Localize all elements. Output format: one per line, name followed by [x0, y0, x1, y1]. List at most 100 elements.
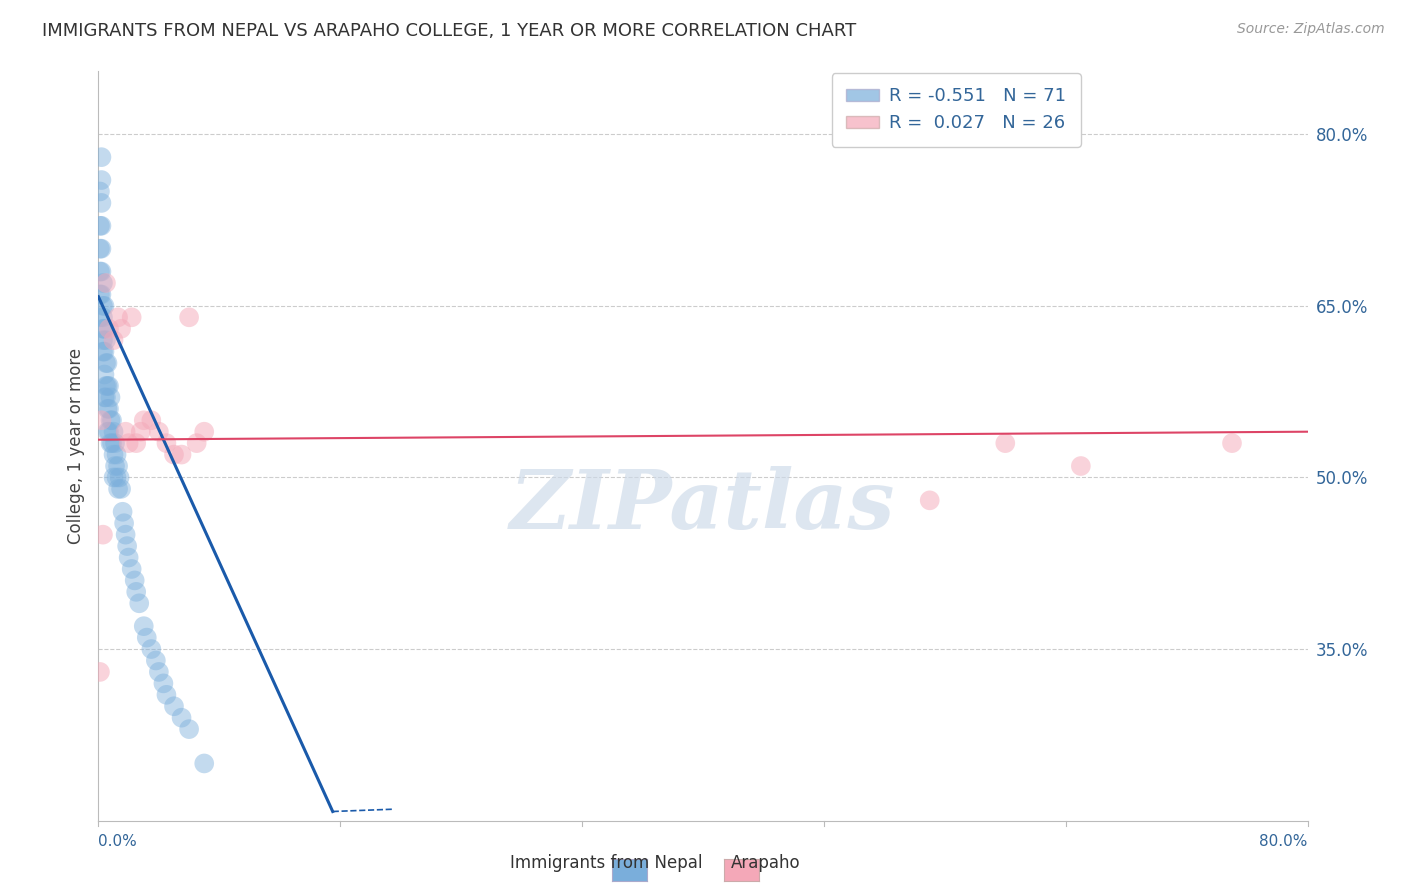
Point: [100, 390, 122, 404]
Point: [90, 264, 112, 278]
Point: [98, 379, 121, 393]
Point: [121, 310, 143, 325]
Point: [103, 448, 125, 462]
Point: [94, 356, 117, 370]
Legend: R = -0.551   N = 71, R =  0.027   N = 26: R = -0.551 N = 71, R = 0.027 N = 26: [832, 73, 1081, 147]
Point: [91, 344, 114, 359]
Point: [89, 287, 111, 301]
Point: [152, 676, 174, 690]
Point: [145, 653, 167, 667]
Point: [125, 585, 148, 599]
Point: [111, 505, 134, 519]
Point: [90, 150, 112, 164]
Point: [118, 436, 141, 450]
Point: [98, 425, 121, 439]
Text: ZIPatlas: ZIPatlas: [510, 466, 896, 546]
Point: [89, 242, 111, 256]
Point: [155, 436, 177, 450]
Point: [107, 482, 129, 496]
Point: [94, 333, 117, 347]
Text: 0.0%: 0.0%: [98, 834, 138, 849]
Point: [89, 264, 111, 278]
Point: [155, 688, 177, 702]
Point: [179, 722, 201, 736]
Point: [90, 173, 112, 187]
Point: [108, 470, 131, 484]
Point: [112, 516, 135, 531]
Point: [1070, 458, 1092, 473]
Point: [91, 299, 114, 313]
Point: [96, 401, 118, 416]
Point: [114, 527, 136, 541]
Point: [90, 195, 112, 210]
Point: [107, 458, 129, 473]
Point: [98, 322, 121, 336]
Point: [110, 482, 132, 496]
Point: [100, 413, 122, 427]
Point: [101, 413, 124, 427]
Text: Immigrants from Nepal: Immigrants from Nepal: [510, 855, 703, 872]
Point: [96, 356, 118, 370]
Point: [91, 276, 114, 290]
Point: [170, 711, 193, 725]
Point: [148, 425, 170, 439]
Point: [93, 390, 115, 404]
Point: [103, 333, 125, 347]
Point: [128, 596, 150, 610]
Point: [163, 448, 186, 462]
Point: [101, 436, 124, 450]
Point: [89, 185, 111, 199]
Point: [132, 619, 155, 633]
Point: [115, 539, 138, 553]
Point: [91, 310, 114, 325]
Point: [93, 322, 115, 336]
Point: [179, 310, 201, 325]
Point: [170, 448, 193, 462]
Point: [105, 448, 128, 462]
Point: [103, 425, 125, 439]
Point: [103, 470, 125, 484]
Point: [105, 470, 128, 484]
Point: [90, 219, 112, 233]
Point: [132, 413, 155, 427]
Point: [93, 344, 115, 359]
Point: [98, 401, 121, 416]
Point: [1220, 436, 1243, 450]
Point: [91, 322, 114, 336]
Text: Source: ZipAtlas.com: Source: ZipAtlas.com: [1237, 22, 1385, 37]
Point: [118, 550, 141, 565]
Point: [96, 379, 118, 393]
Point: [110, 322, 132, 336]
Point: [193, 425, 215, 439]
Point: [114, 425, 136, 439]
Point: [96, 425, 118, 439]
Point: [186, 436, 208, 450]
Point: [94, 390, 117, 404]
Point: [141, 642, 163, 657]
Point: [107, 310, 129, 325]
Point: [93, 299, 115, 313]
Point: [94, 276, 117, 290]
Point: [121, 562, 143, 576]
Point: [104, 458, 127, 473]
Point: [141, 413, 163, 427]
Text: IMMIGRANTS FROM NEPAL VS ARAPAHO COLLEGE, 1 YEAR OR MORE CORRELATION CHART: IMMIGRANTS FROM NEPAL VS ARAPAHO COLLEGE…: [42, 22, 856, 40]
Text: Arapaho: Arapaho: [731, 855, 801, 872]
Y-axis label: College, 1 year or more: College, 1 year or more: [66, 348, 84, 544]
Point: [148, 665, 170, 679]
Point: [125, 436, 148, 450]
Point: [94, 379, 117, 393]
Point: [193, 756, 215, 771]
Point: [90, 287, 112, 301]
Point: [100, 436, 122, 450]
Point: [918, 493, 941, 508]
Point: [994, 436, 1017, 450]
Point: [93, 368, 115, 382]
Point: [124, 574, 146, 588]
Text: 80.0%: 80.0%: [1260, 834, 1308, 849]
Point: [90, 413, 112, 427]
Point: [135, 631, 157, 645]
Point: [89, 310, 111, 325]
Point: [90, 242, 112, 256]
Point: [89, 665, 111, 679]
